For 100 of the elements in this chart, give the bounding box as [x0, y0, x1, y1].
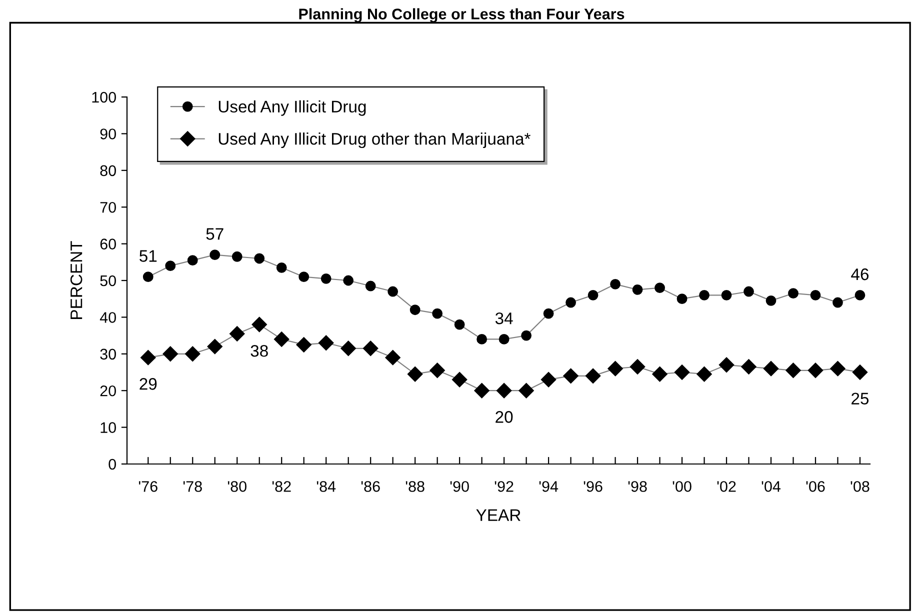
point — [588, 290, 598, 300]
x-tick-label: '08 — [850, 481, 870, 492]
x-tick-label: '88 — [406, 481, 424, 492]
point — [496, 383, 512, 398]
x-tick-label: '82 — [272, 481, 291, 492]
point — [654, 282, 665, 294]
annotation: 46 — [851, 268, 869, 280]
point — [340, 340, 356, 356]
point — [744, 286, 754, 297]
annotation: 29 — [140, 378, 157, 390]
x-axis-title: YEAR — [476, 509, 520, 521]
point — [343, 275, 354, 286]
legend-label: Used Any Illicit Drug other than Marijuana* — [218, 132, 530, 148]
point — [810, 290, 821, 300]
chart-title: Planning No College or Less than Four Years — [299, 8, 624, 23]
point — [518, 383, 534, 398]
point — [140, 350, 156, 366]
y-tick-label: 80 — [100, 165, 116, 176]
point — [365, 280, 376, 292]
annotation: 20 — [496, 411, 513, 423]
x-tick-label: '00 — [672, 481, 692, 492]
point — [252, 316, 267, 332]
annotation: 34 — [495, 312, 513, 324]
point — [585, 368, 601, 384]
x-tick-label: '80 — [228, 481, 246, 492]
x-tick-label: '96 — [584, 481, 602, 492]
legend-label: Used Any Illicit Drug — [218, 100, 366, 116]
point — [766, 295, 776, 306]
point — [430, 362, 445, 378]
y-tick-label: 40 — [100, 312, 116, 323]
point — [230, 326, 245, 342]
point — [187, 255, 198, 266]
annotation: 25 — [852, 392, 869, 404]
point — [543, 308, 554, 319]
point — [676, 294, 688, 304]
point — [540, 372, 556, 388]
point — [232, 251, 242, 262]
point — [410, 304, 420, 316]
point — [763, 361, 779, 376]
point — [363, 340, 378, 356]
point — [808, 362, 824, 378]
x-tick-label: '92 — [494, 481, 514, 492]
point — [432, 308, 443, 319]
x-tick-label: '86 — [361, 481, 380, 492]
y-tick-label: 0 — [108, 458, 116, 470]
point — [610, 278, 620, 290]
point — [699, 290, 710, 300]
y-tick-label: 100 — [92, 92, 116, 103]
point — [476, 334, 488, 344]
point — [385, 350, 400, 366]
x-tick-label: '76 — [138, 481, 158, 492]
point — [498, 334, 510, 344]
point — [142, 272, 154, 282]
point — [207, 338, 222, 354]
y-tick-label: 30 — [100, 348, 116, 360]
x-tick-label: '98 — [628, 481, 647, 492]
point — [318, 335, 334, 350]
point — [832, 297, 843, 308]
point — [854, 290, 866, 300]
y-tick-label: 90 — [100, 128, 116, 140]
point — [608, 361, 623, 376]
y-axis-title: PERCENT — [70, 241, 82, 319]
annotation: 57 — [206, 228, 224, 240]
point — [786, 362, 801, 378]
point — [254, 253, 265, 264]
annotation: 51 — [140, 250, 157, 262]
point — [474, 383, 490, 398]
point — [830, 361, 846, 376]
point — [718, 357, 734, 372]
x-tick-label: '90 — [450, 481, 469, 492]
x-tick-label: '06 — [806, 481, 825, 492]
point — [721, 290, 732, 300]
y-tick-label: 20 — [100, 385, 116, 396]
point — [521, 330, 532, 341]
point — [741, 359, 756, 374]
point — [165, 260, 176, 272]
point — [388, 286, 398, 297]
point — [563, 368, 578, 384]
x-tick-label: '84 — [316, 481, 336, 492]
point — [185, 346, 200, 362]
point — [454, 319, 465, 330]
point — [320, 273, 332, 284]
point — [296, 337, 312, 352]
x-tick-label: '78 — [183, 481, 202, 492]
point — [674, 364, 690, 380]
y-tick-label: 60 — [100, 238, 116, 250]
point — [210, 250, 220, 260]
point — [696, 366, 712, 382]
x-tick-label: '94 — [539, 481, 558, 492]
y-tick-label: 50 — [100, 275, 116, 286]
point — [162, 346, 178, 362]
point — [274, 332, 290, 347]
point — [408, 366, 423, 382]
point — [298, 272, 310, 282]
y-tick-label: 10 — [100, 422, 116, 433]
point — [652, 366, 668, 382]
point — [632, 284, 643, 295]
point — [452, 372, 468, 388]
y-tick-label: 70 — [100, 202, 116, 213]
point — [276, 262, 287, 273]
